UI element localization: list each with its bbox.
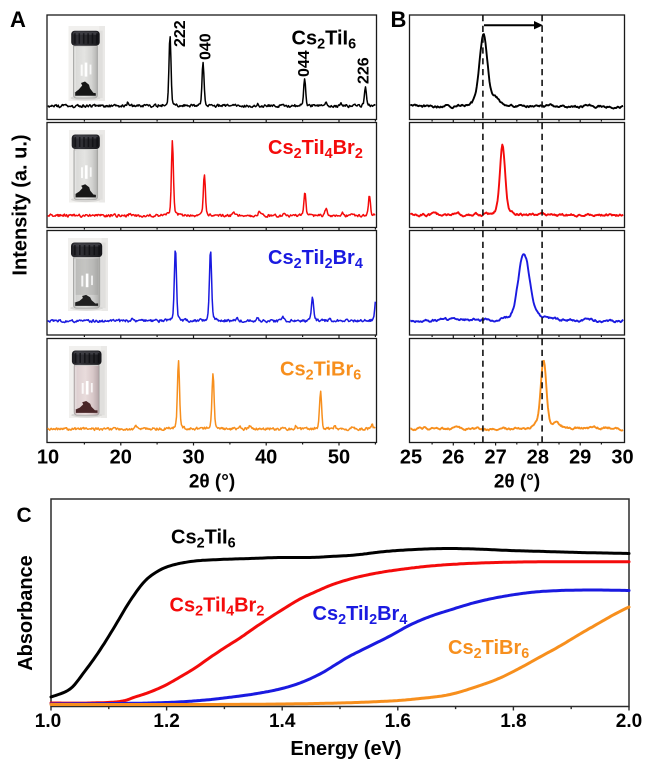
svg-text:222: 222 (172, 20, 189, 47)
svg-text:27: 27 (484, 447, 506, 469)
svg-text:1.2: 1.2 (153, 711, 179, 732)
svg-text:26: 26 (442, 447, 464, 469)
svg-text:50: 50 (328, 447, 350, 469)
svg-text:1.6: 1.6 (385, 711, 411, 732)
svg-text:28: 28 (527, 447, 549, 469)
svg-text:Absorbance: Absorbance (15, 555, 37, 671)
svg-text:2.0: 2.0 (616, 711, 642, 732)
svg-text:Cs2TiI4Br2: Cs2TiI4Br2 (268, 137, 363, 162)
svg-text:B: B (391, 7, 407, 32)
svg-text:2θ (°): 2θ (°) (494, 472, 540, 493)
svg-text:1.0: 1.0 (35, 711, 61, 732)
svg-text:Cs2TiI2Br4: Cs2TiI2Br4 (313, 603, 408, 628)
svg-text:30: 30 (182, 447, 204, 469)
svg-text:Cs2TiI4Br2: Cs2TiI4Br2 (170, 595, 265, 620)
svg-text:226: 226 (356, 57, 373, 84)
svg-text:40: 40 (255, 447, 277, 469)
svg-text:Intensity (a. u.): Intensity (a. u.) (10, 134, 32, 275)
svg-text:Cs2TiI6: Cs2TiI6 (292, 28, 357, 53)
svg-text:C: C (17, 504, 32, 527)
svg-text:29: 29 (569, 447, 591, 469)
svg-text:1.4: 1.4 (269, 711, 296, 732)
svg-text:10: 10 (37, 447, 59, 469)
svg-text:2θ (°): 2θ (°) (189, 472, 235, 493)
svg-text:30: 30 (611, 447, 633, 469)
svg-text:Cs2TiI6: Cs2TiI6 (171, 527, 236, 552)
svg-text:044: 044 (296, 50, 313, 77)
svg-text:25: 25 (400, 447, 422, 469)
svg-text:040: 040 (198, 33, 215, 60)
svg-text:Energy (eV): Energy (eV) (290, 738, 401, 760)
svg-text:Cs2TiBr6: Cs2TiBr6 (280, 359, 361, 384)
svg-text:Cs2TiBr6: Cs2TiBr6 (448, 637, 529, 662)
svg-text:Cs2TiI2Br4: Cs2TiI2Br4 (268, 247, 363, 272)
svg-text:1.8: 1.8 (500, 711, 526, 732)
svg-text:A: A (10, 7, 26, 32)
svg-text:20: 20 (110, 447, 132, 469)
